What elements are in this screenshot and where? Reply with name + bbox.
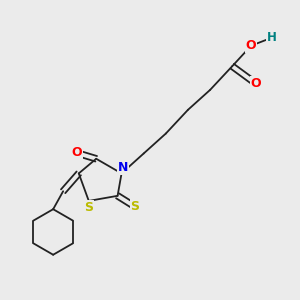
Text: S: S [84,201,93,214]
Text: N: N [118,161,128,174]
Text: O: O [250,77,261,90]
Text: O: O [246,39,256,52]
Text: S: S [130,200,140,213]
Text: H: H [267,31,277,44]
Text: O: O [71,146,82,159]
